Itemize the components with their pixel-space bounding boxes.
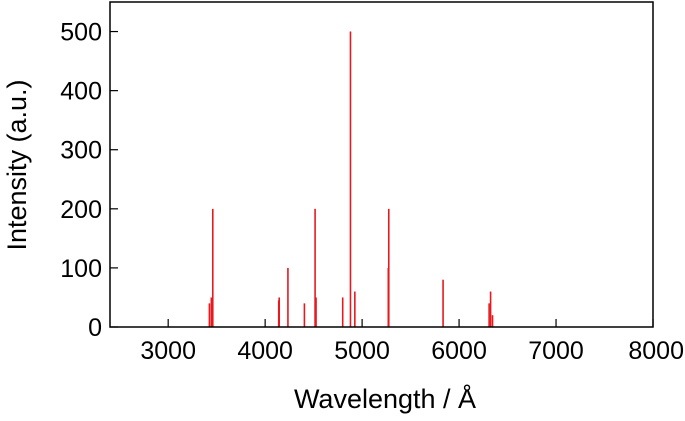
x-tick-label: 7000: [528, 337, 584, 365]
x-tick-label: 5000: [334, 337, 390, 365]
y-tick-label: 0: [88, 314, 102, 342]
spectral-lines: [208, 31, 494, 327]
y-tick-label: 500: [60, 19, 102, 47]
y-tick-label: 400: [60, 78, 102, 106]
x-axis: 3000 4000 5000 6000 7000 8000: [140, 319, 684, 365]
plot-frame: [109, 1, 654, 328]
x-tick-label: 3000: [140, 337, 196, 365]
y-axis: 0 100 200 300 400 500: [60, 19, 118, 342]
x-tick-label: 4000: [237, 337, 293, 365]
y-axis-title: Intensity (a.u.): [2, 79, 32, 250]
y-tick-label: 200: [60, 196, 102, 224]
y-tick-label: 300: [60, 137, 102, 165]
y-tick-label: 100: [60, 255, 102, 283]
x-axis-title: Wavelength / Å: [294, 383, 476, 414]
x-tick-label: 8000: [628, 337, 684, 365]
x-tick-label: 6000: [431, 337, 487, 365]
